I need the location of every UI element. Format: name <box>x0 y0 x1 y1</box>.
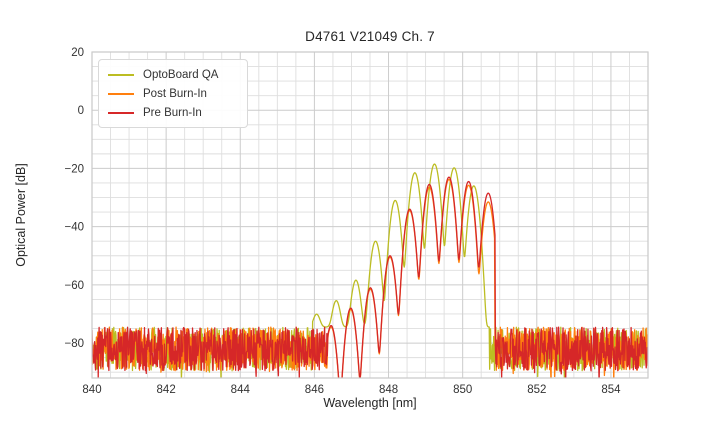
y-tick-label: 20 <box>71 47 84 59</box>
y-tick-label: −60 <box>64 280 84 292</box>
legend-item-post-burn-in: Post Burn-In <box>108 88 239 100</box>
x-tick-label: 842 <box>157 384 176 396</box>
x-tick-label: 840 <box>82 384 101 396</box>
x-tick-label: 850 <box>453 384 472 396</box>
series-trace-pre-burn-in <box>92 176 648 378</box>
y-tick-label: −40 <box>64 222 84 234</box>
legend-line-swatch <box>108 92 134 95</box>
x-tick-label: 852 <box>527 384 546 396</box>
legend: OptoBoard QA Post Burn-In Pre Burn-In <box>98 59 248 128</box>
plot-frame <box>91 51 649 379</box>
y-tick-label: 0 <box>78 105 84 117</box>
legend-line-swatch <box>108 111 134 114</box>
x-tick-label: 854 <box>601 384 621 396</box>
chart-title: D4761 V21049 Ch. 7 <box>305 29 435 44</box>
x-axis-label: Wavelength [nm] <box>323 396 417 410</box>
x-tick-label: 844 <box>231 384 251 396</box>
legend-label: OptoBoard QA <box>143 68 219 81</box>
legend-item-optoboard-qa: OptoBoard QA <box>108 69 239 81</box>
legend-line-swatch <box>108 73 134 76</box>
y-tick-label: −20 <box>64 163 84 175</box>
legend-label: Post Burn-In <box>143 87 207 100</box>
legend-item-pre-burn-in: Pre Burn-In <box>108 107 239 119</box>
x-tick-label: 846 <box>305 384 324 396</box>
legend-label: Pre Burn-In <box>143 106 202 119</box>
y-tick-label: −80 <box>64 338 84 350</box>
x-tick-label: 848 <box>379 384 398 396</box>
